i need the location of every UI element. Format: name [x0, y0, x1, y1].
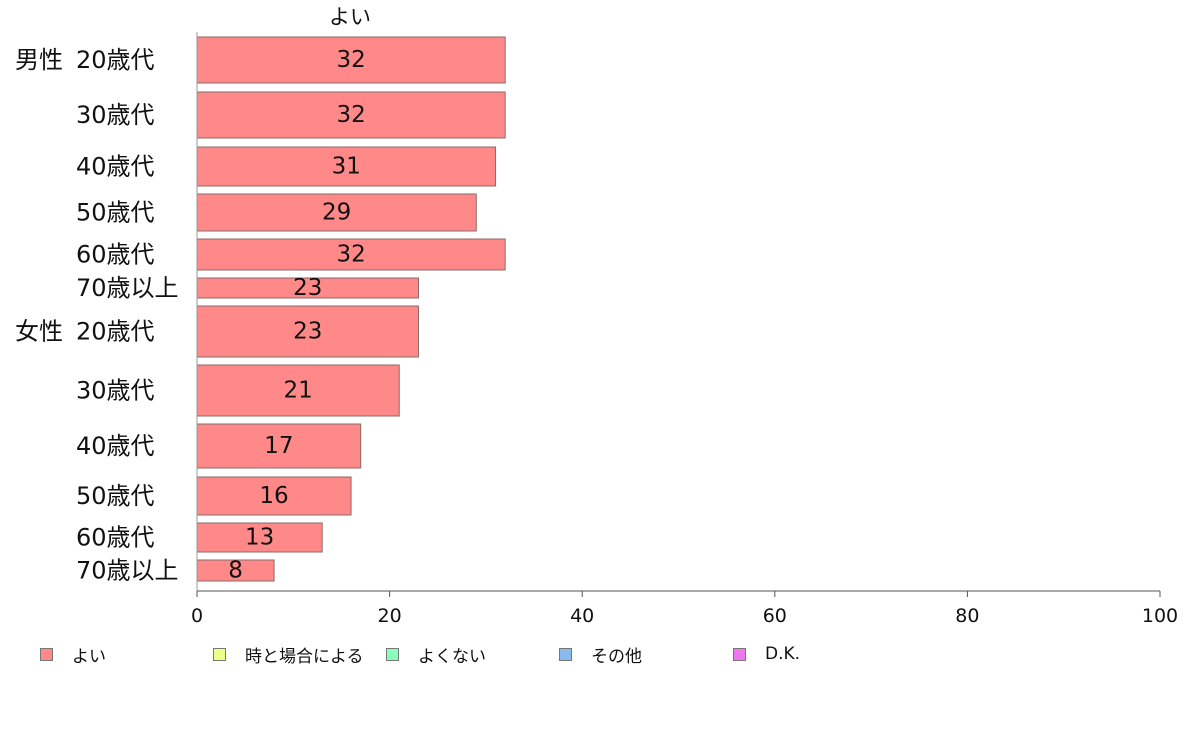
- row-label: 30歳代: [76, 101, 155, 129]
- legend-label: その他: [591, 646, 642, 667]
- legend-item: 時と場合による: [213, 642, 364, 667]
- legend-swatch: [213, 647, 226, 661]
- group-label: 男性: [15, 46, 63, 74]
- group-label: 女性: [15, 318, 63, 346]
- x-axis: 0 20 40 60 80 100: [191, 32, 1178, 627]
- bar-value-label: 29: [322, 200, 351, 226]
- bar-value-label: 17: [264, 433, 293, 459]
- bar-value-label: 23: [293, 275, 322, 301]
- legend-label: よくない: [418, 646, 486, 667]
- bar: [196, 364, 400, 417]
- legend-label: 時と場合による: [245, 646, 364, 667]
- legend-swatch: [40, 647, 53, 661]
- legend-label: よい: [72, 646, 106, 667]
- bar-value-label: 13: [245, 525, 274, 551]
- row-label: 40歳代: [76, 432, 155, 460]
- legend-item: D.K.: [733, 642, 800, 666]
- bar: [196, 193, 477, 232]
- legend-item: よい: [40, 642, 106, 667]
- row-label: 60歳代: [76, 524, 155, 552]
- row-label: 20歳代: [76, 46, 155, 74]
- x-tick-label: 100: [1142, 605, 1178, 627]
- row-label: 70歳以上: [76, 274, 179, 302]
- x-tick-label: 0: [191, 605, 203, 627]
- legend-item: よくない: [386, 642, 486, 667]
- row-label: 50歳代: [76, 482, 155, 510]
- bar-rows: 3220歳代男性3230歳代3140歳代2950歳代3260歳代2370歳以上2…: [15, 36, 506, 585]
- bar: [196, 146, 497, 187]
- x-tick-label: 20: [378, 605, 402, 627]
- bar-value-label: 32: [336, 242, 365, 268]
- bar-value-label: 16: [259, 483, 288, 509]
- row-label: 60歳代: [76, 241, 155, 269]
- bar-value-label: 32: [336, 47, 365, 73]
- bar-value-label: 23: [293, 319, 322, 345]
- legend-swatch: [386, 647, 399, 661]
- row-label: 20歳代: [76, 318, 155, 346]
- row-label: 40歳代: [76, 153, 155, 181]
- legend: よい 時と場合による よくない その他 D.K.: [0, 642, 1188, 670]
- bar-value-label: 32: [336, 102, 365, 128]
- x-tick-label: 80: [955, 605, 979, 627]
- x-tick-label: 60: [763, 605, 787, 627]
- legend-swatch: [733, 647, 746, 661]
- bar-value-label: 8: [228, 558, 243, 584]
- legend-label: D.K.: [765, 644, 801, 664]
- legend-swatch: [559, 647, 572, 661]
- legend-item: その他: [559, 642, 642, 667]
- row-label: 70歳以上: [76, 557, 179, 585]
- bar: [196, 305, 419, 358]
- column-title: よい: [329, 5, 371, 29]
- row-label: 50歳代: [76, 199, 155, 227]
- bar: [196, 238, 506, 271]
- bar: [196, 91, 506, 139]
- bar: [196, 36, 506, 84]
- x-tick-label: 40: [570, 605, 594, 627]
- bar-value-label: 31: [332, 154, 361, 180]
- row-label: 30歳代: [76, 377, 155, 405]
- bar-value-label: 21: [283, 378, 312, 404]
